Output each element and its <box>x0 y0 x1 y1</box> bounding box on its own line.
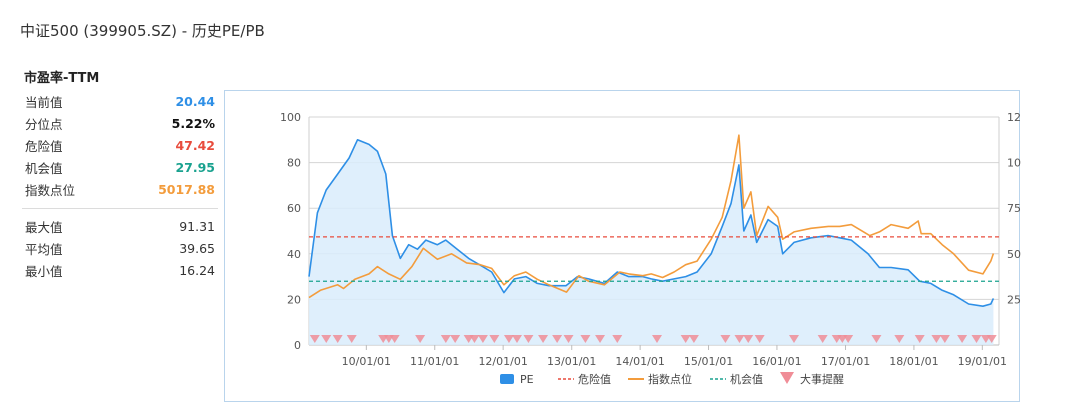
stat-row-opportunity: 机会值 27.95 <box>22 156 218 178</box>
index-line <box>308 134 995 299</box>
stat-label: 平均值 <box>25 241 63 257</box>
stat-value-max: 91.31 <box>179 218 215 234</box>
event-marker <box>788 335 799 343</box>
event-marker <box>595 335 606 343</box>
event-marker <box>346 335 357 343</box>
event-marker <box>939 335 950 343</box>
event-marker <box>894 335 905 343</box>
legend-pe-swatch <box>500 374 514 384</box>
stat-row-percentile: 分位点 5.22% <box>22 112 218 134</box>
y-left-tick-label: 20 <box>287 293 301 306</box>
x-tick-label: 15/01/01 <box>684 355 733 368</box>
event-marker <box>512 335 523 343</box>
stat-value-current: 20.44 <box>175 93 215 109</box>
legend-label: 危险值 <box>578 372 611 386</box>
event-marker <box>720 335 731 343</box>
x-tick-label: 11/01/01 <box>410 355 459 368</box>
y-right-tick-label: 2500 <box>1007 293 1021 306</box>
stat-row-index: 指数点位 5017.88 <box>22 178 218 200</box>
event-marker <box>743 335 754 343</box>
y-left-tick-label: 80 <box>287 157 301 170</box>
event-marker <box>734 335 745 343</box>
event-marker <box>688 335 699 343</box>
legend-label: 指数点位 <box>648 372 692 386</box>
stat-value-percentile: 5.22% <box>171 115 215 131</box>
pe-history-chart[interactable]: 0 20 40 60 80 100 2500 5000 7500 10000 12500 10/01/… <box>225 91 1042 403</box>
stat-value-min: 16.24 <box>179 262 215 278</box>
event-marker <box>754 335 765 343</box>
stat-row-current: 当前值 20.44 <box>22 90 218 112</box>
event-marker <box>552 335 563 343</box>
event-marker <box>580 335 591 343</box>
event-marker <box>389 335 400 343</box>
x-tick-label: 18/01/01 <box>889 355 938 368</box>
x-tick-label: 17/01/01 <box>821 355 870 368</box>
y-left-tick-label: 100 <box>280 111 301 124</box>
stats-divider <box>22 208 218 209</box>
y-right-tick-label: 5000 <box>1007 248 1021 261</box>
legend-event-swatch <box>780 372 794 384</box>
stat-row-min: 最小值 16.24 <box>22 259 218 281</box>
stat-value-avg: 39.65 <box>179 240 215 256</box>
stat-row-max: 最大值 91.31 <box>22 215 218 237</box>
stat-label: 机会值 <box>25 160 63 176</box>
x-tick-label: 14/01/01 <box>615 355 664 368</box>
event-marker <box>871 335 882 343</box>
event-marker <box>931 335 942 343</box>
event-marker <box>332 335 343 343</box>
event-marker <box>523 335 534 343</box>
page-title: 中证500 (399905.SZ) - 历史PE/PB <box>20 22 265 40</box>
y-right-tick-label: 7500 <box>1007 202 1021 215</box>
stats-panel: 当前值 20.44 分位点 5.22% 危险值 47.42 机会值 27.95 … <box>22 90 218 281</box>
event-marker <box>309 335 320 343</box>
pe-area <box>309 139 994 345</box>
chart-container[interactable]: 0 20 40 60 80 100 2500 5000 7500 10000 12500 10/01/… <box>224 90 1042 403</box>
stat-value-index: 5017.88 <box>158 181 215 197</box>
x-tick-label: 16/01/01 <box>752 355 801 368</box>
y-left-tick-label: 0 <box>294 339 301 352</box>
legend-label: 机会值 <box>730 372 763 386</box>
y-right-tick-label: 12500 <box>1007 111 1021 124</box>
legend-label: PE <box>520 373 534 386</box>
event-marker <box>538 335 549 343</box>
stat-label: 指数点位 <box>25 182 76 198</box>
pe-line <box>308 138 995 307</box>
stat-label: 当前值 <box>25 94 63 110</box>
x-tick-label: 10/01/01 <box>342 355 391 368</box>
event-marker <box>503 335 514 343</box>
stat-value-opportunity: 27.95 <box>175 159 215 175</box>
y-right-tick-label: 10000 <box>1007 157 1021 170</box>
event-marker <box>843 335 854 343</box>
stat-label: 最小值 <box>25 263 63 279</box>
event-marker <box>612 335 623 343</box>
event-marker <box>914 335 925 343</box>
stat-label: 分位点 <box>25 116 63 132</box>
x-tick-label: 12/01/01 <box>478 355 527 368</box>
x-tick-label: 13/01/01 <box>547 355 596 368</box>
event-marker <box>680 335 691 343</box>
stat-label: 最大值 <box>25 219 63 235</box>
event-marker <box>477 335 488 343</box>
event-marker <box>489 335 500 343</box>
event-marker <box>817 335 828 343</box>
stat-label: 危险值 <box>25 138 63 154</box>
legend-label: 大事提醒 <box>800 372 844 386</box>
event-marker <box>450 335 461 343</box>
x-tick-label: 19/01/01 <box>958 355 1007 368</box>
event-marker <box>469 335 480 343</box>
stat-value-danger: 47.42 <box>175 137 215 153</box>
event-marker <box>440 335 451 343</box>
event-marker <box>971 335 982 343</box>
stat-row-avg: 平均值 39.65 <box>22 237 218 259</box>
y-left-tick-label: 40 <box>287 248 301 261</box>
event-marker <box>563 335 574 343</box>
y-left-tick-label: 60 <box>287 202 301 215</box>
stat-row-danger: 危险值 47.42 <box>22 134 218 156</box>
event-marker <box>321 335 332 343</box>
event-marker <box>651 335 662 343</box>
event-marker <box>986 335 997 343</box>
section-title: 市盈率-TTM <box>24 71 100 86</box>
event-marker <box>415 335 426 343</box>
event-marker <box>957 335 968 343</box>
